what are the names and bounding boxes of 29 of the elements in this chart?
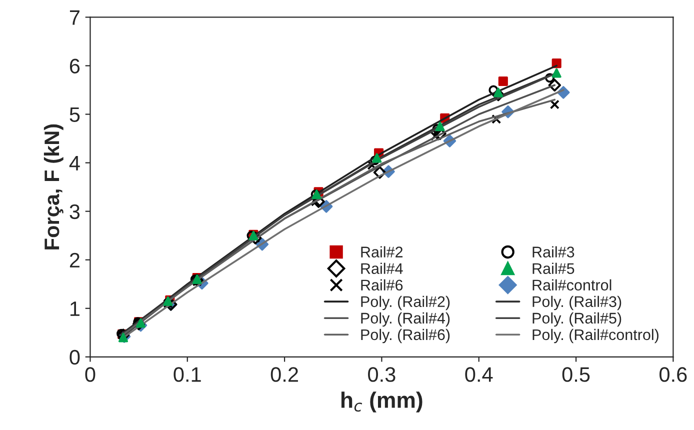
- legend-label: Rail#6: [361, 279, 403, 291]
- legend-label: Rail#5: [532, 262, 574, 274]
- legend-label: Poly. (Rail#6): [361, 328, 450, 344]
- legend-label: Rail#control: [532, 279, 612, 291]
- x-tick-label: 0.1: [174, 367, 201, 382]
- legend-label: Poly. (Rail#2): [361, 296, 450, 310]
- x-tick-label: 0.5: [562, 367, 590, 382]
- x-axis-title: h$_{c}$ (mm): [341, 392, 422, 412]
- y-tick-label: 6: [70, 58, 80, 74]
- legend-label: Poly. (Rail#3): [532, 296, 622, 310]
- legend-label: Poly. (Rail#5): [532, 312, 622, 327]
- legend-label: Poly. (Rail#control): [532, 328, 658, 344]
- y-tick-label: 5: [70, 107, 80, 122]
- x-tick-label: 0.4: [465, 367, 493, 382]
- legend-label: Rail#2: [361, 246, 403, 258]
- y-tick-label: 3: [70, 204, 80, 220]
- x-tick-label: 0.2: [270, 367, 298, 382]
- y-tick-label: 0: [70, 350, 80, 365]
- y-tick-label: 1: [70, 302, 80, 316]
- y-axis-title: Força, F (kN): [44, 124, 64, 250]
- y-tick-label: 7: [70, 10, 80, 25]
- y-tick-label: 2: [70, 252, 80, 268]
- x-tick-label: 0: [85, 367, 96, 382]
- x-tick-label: 0.6: [660, 367, 687, 382]
- legend-label: Rail#3: [532, 246, 574, 258]
- y-tick-label: 4: [69, 156, 80, 170]
- legend-label: Poly. (Rail#4): [361, 312, 450, 327]
- legend-label: Rail#4: [361, 262, 403, 274]
- x-tick-label: 0.3: [368, 367, 396, 382]
